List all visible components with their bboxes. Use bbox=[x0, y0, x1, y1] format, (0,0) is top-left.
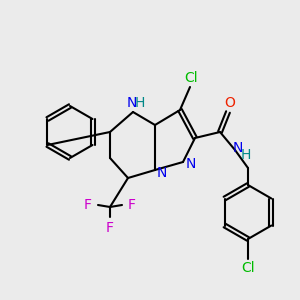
Text: Cl: Cl bbox=[241, 261, 255, 275]
Text: F: F bbox=[84, 198, 92, 212]
Text: F: F bbox=[128, 198, 136, 212]
Text: N: N bbox=[157, 166, 167, 180]
Text: O: O bbox=[225, 96, 236, 110]
Text: N: N bbox=[127, 96, 137, 110]
Text: H: H bbox=[241, 148, 251, 162]
Text: H: H bbox=[135, 96, 145, 110]
Text: N: N bbox=[186, 157, 196, 171]
Text: F: F bbox=[106, 221, 114, 235]
Text: N: N bbox=[233, 141, 243, 155]
Text: Cl: Cl bbox=[184, 71, 198, 85]
